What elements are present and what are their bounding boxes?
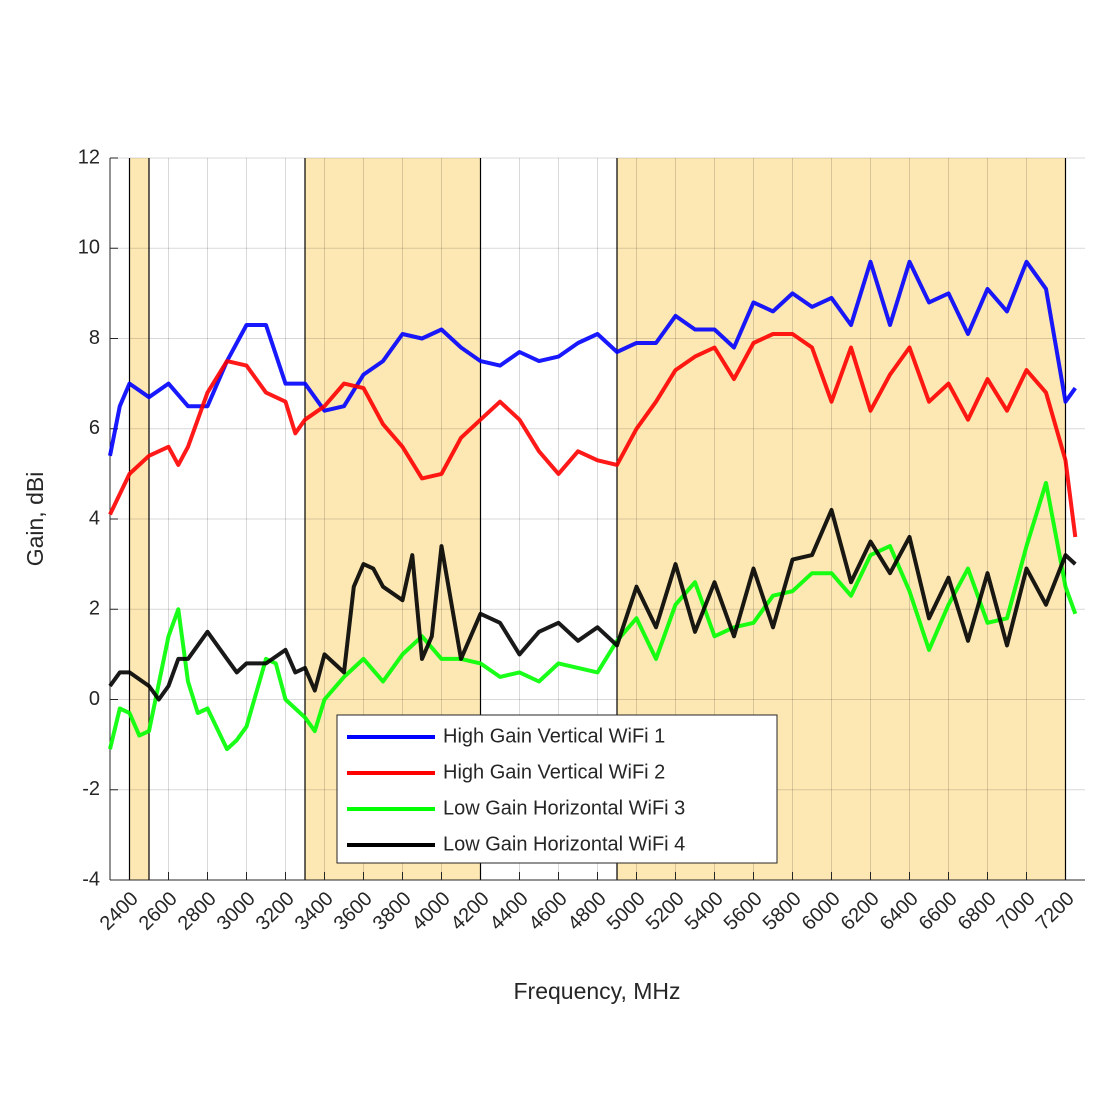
x-tick-label: 3000: [213, 888, 260, 935]
x-tick-label: 5200: [642, 888, 689, 935]
x-tick-label: 7000: [993, 888, 1040, 935]
legend-label: Low Gain Horizontal WiFi 4: [443, 833, 685, 855]
x-tick-label: 3600: [330, 888, 377, 935]
y-tick-label: 2: [89, 598, 100, 620]
band: [129, 158, 149, 880]
legend-label: High Gain Vertical WiFi 1: [443, 725, 665, 747]
series-line: [108, 332, 1078, 538]
y-tick-label: 0: [89, 688, 100, 710]
y-axis-label: Gain, dBi: [22, 472, 48, 567]
x-axis-label: Frequency, MHz: [513, 978, 680, 1004]
x-tick-label: 4600: [525, 888, 572, 935]
x-tick-label: 5000: [603, 888, 650, 935]
series-line: [108, 508, 1077, 702]
y-tick-label: 4: [89, 507, 100, 529]
series-line: [108, 259, 1077, 457]
x-tick-label: 6600: [915, 888, 962, 935]
legend-box: [336, 714, 778, 864]
x-tick-label: 5400: [681, 888, 728, 935]
x-tick-label: 5800: [759, 888, 806, 935]
x-tick-label: 4000: [408, 888, 455, 935]
legend-label: Low Gain Horizontal WiFi 3: [443, 797, 685, 819]
x-tick-label: 7200: [1032, 888, 1079, 935]
x-tick-label: 6400: [876, 888, 923, 935]
x-tick-label: 4400: [486, 888, 533, 935]
legend: High Gain Vertical WiFi 1 High Gain Verti…: [336, 714, 778, 864]
legend-label: High Gain Vertical WiFi 2: [443, 761, 665, 783]
x-tick-label: 3800: [369, 888, 416, 935]
x-tick-label: 3200: [252, 888, 299, 935]
x-tick-label: 2600: [135, 888, 182, 935]
y-tick-label: -2: [82, 778, 100, 800]
x-tick-label: 5600: [720, 888, 767, 935]
x-tick-label: 4800: [564, 888, 611, 935]
y-tick-label: 10: [78, 237, 100, 259]
series-line: [108, 480, 1078, 752]
y-tick-label: 12: [78, 146, 100, 168]
x-tick-label: 3400: [291, 888, 338, 935]
x-tick-label: 6200: [837, 888, 884, 935]
y-tick-label: -4: [82, 868, 100, 890]
x-tick-label: 4200: [447, 888, 494, 935]
x-tick-label: 6800: [954, 888, 1001, 935]
y-tick-label: 6: [89, 417, 100, 439]
x-tick-label: 6000: [798, 888, 845, 935]
x-tick-label: 2800: [174, 888, 221, 935]
x-tick-label: 2400: [96, 888, 143, 935]
y-tick-label: 8: [89, 327, 100, 349]
